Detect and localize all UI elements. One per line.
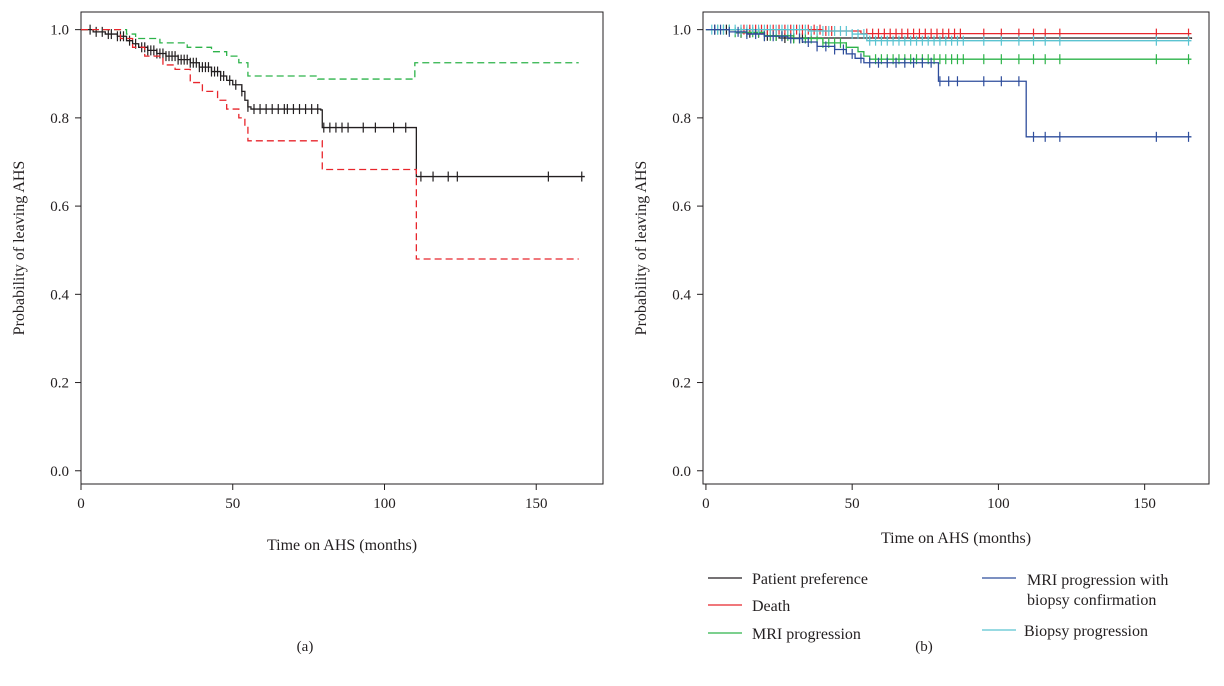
panel-a-x-axis-label: Time on AHS (months)	[267, 537, 417, 554]
panel-b-x-axis-label: Time on AHS (months)	[881, 530, 1031, 547]
panel-b-y-tick-label-0.4: 0.4	[672, 287, 691, 303]
panel-b-y-tick-label-1.0: 1.0	[672, 23, 691, 39]
panel-a-curve-series-2	[81, 28, 579, 260]
panel-b-x-tick-label-150: 150	[1133, 496, 1156, 512]
panel-a-y-tick-label-0.2: 0.2	[50, 376, 69, 392]
panel-a-x-tick-label-150: 150	[525, 496, 548, 512]
panel-b-x-tick-label-50: 50	[845, 496, 860, 512]
panel-b-axes-layer: 0 50 100 150 0.0 0.2 0.4 0.6 0.8 1.0	[672, 23, 1156, 512]
panel-a-y-tick-label-0.0: 0.0	[50, 464, 69, 480]
legend-item-death: Death	[708, 598, 790, 615]
panel-b-y-tick-label-0.8: 0.8	[672, 111, 691, 127]
panel-b-series-layer	[705, 24, 1193, 142]
panel-b-label: (b)	[915, 639, 933, 655]
panel-a-plot-frame	[80, 11, 604, 485]
panel-a-x-tick-label-100: 100	[373, 496, 396, 512]
panel-b-x-tick-label-100: 100	[987, 496, 1010, 512]
legend-label-biopsy-progression: Biopsy progression	[1024, 623, 1148, 640]
panel-a-y-tick-label-0.6: 0.6	[50, 199, 69, 215]
panel-a-x-tick-label-50: 50	[225, 496, 240, 512]
legend-item-patient-preference: Patient preference	[708, 571, 868, 588]
panel-b-chart: 0 50 100 150 0.0 0.2 0.4 0.6 0.8 1.0 Time on AHS …	[633, 11, 1210, 655]
panel-a-y-tick-label-0.4: 0.4	[50, 287, 69, 303]
panel-a-chart: 0 50 100 150 0.0 0.2 0.4 0.6 0.8 1.0 Time on AHS …	[11, 11, 604, 655]
legend-label-mri-progression-with-biopsy: MRI progression with biopsy confirmation	[1027, 572, 1168, 609]
panel-a-series-layer	[81, 24, 585, 260]
panel-b-y-axis-label: Probability of leaving AHS	[633, 161, 650, 336]
legend-label-mri-progression: MRI progression	[752, 626, 861, 643]
legend-label-line-2: biopsy confirmation	[1027, 592, 1156, 609]
legend-label-line-1: MRI progression with	[1027, 572, 1168, 589]
legend: Patient preference Death MRI progression…	[708, 571, 1168, 643]
legend-item-mri-progression: MRI progression	[708, 626, 861, 643]
legend-item-biopsy-progression: Biopsy progression	[982, 623, 1148, 640]
panel-b-y-tick-label-0.6: 0.6	[672, 199, 691, 215]
legend-item-mri-progression-with-biopsy: MRI progression with biopsy confirmation	[982, 572, 1168, 609]
panel-a-axes-layer: 0 50 100 150 0.0 0.2 0.4 0.6 0.8 1.0	[50, 23, 547, 512]
panel-b-x-tick-label-0: 0	[702, 496, 710, 512]
panel-a-y-tick-label-1.0: 1.0	[50, 23, 69, 39]
panel-a-curve-series-0	[81, 28, 579, 80]
panel-a-y-tick-label-0.8: 0.8	[50, 111, 69, 127]
panel-b-y-tick-label-0.0: 0.0	[672, 464, 691, 480]
panel-a-x-tick-label-0: 0	[77, 496, 85, 512]
panel-b-y-tick-label-0.2: 0.2	[672, 376, 691, 392]
legend-label-patient-preference: Patient preference	[752, 571, 868, 588]
panel-b-plot-frame	[702, 11, 1210, 485]
legend-label-death: Death	[752, 598, 790, 615]
panel-a-y-axis-label: Probability of leaving AHS	[11, 161, 28, 336]
panel-a-label: (a)	[297, 639, 314, 655]
